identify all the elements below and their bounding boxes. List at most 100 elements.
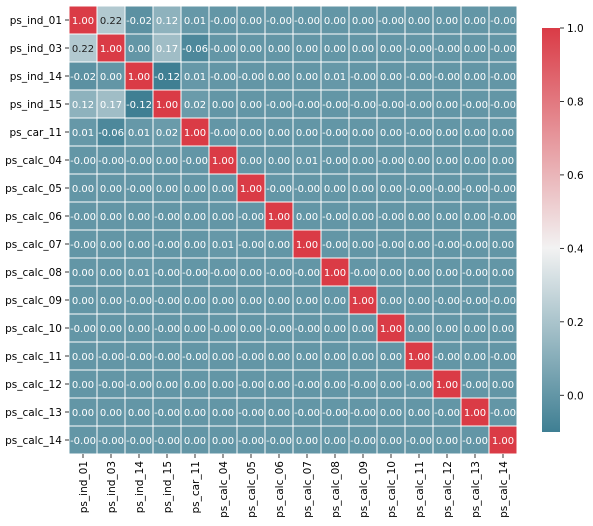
cell-value-label: 0.00 (212, 436, 234, 447)
cell-value-label: -0.00 (462, 380, 488, 391)
cell-value-label: -0.00 (350, 72, 376, 83)
cell-value-label: 0.22 (72, 44, 94, 55)
cell-value-label: 0.00 (156, 184, 178, 195)
cell-value-label: 0.00 (352, 128, 374, 139)
cell-value-label: 0.00 (100, 324, 122, 335)
y-tick-label: ps_calc_11 (5, 351, 62, 363)
cell-value-label: 0.00 (240, 44, 262, 55)
cell-value-label: 0.00 (296, 44, 318, 55)
cell-value-label: 0.00 (492, 240, 514, 251)
heatmap-cell (68, 397, 98, 427)
y-tick-label: ps_calc_04 (5, 155, 62, 167)
cell-value-label: 1.00 (268, 212, 290, 223)
x-tick-label: ps_calc_08 (330, 461, 342, 518)
cell-value-label: -0.00 (70, 240, 96, 251)
heatmap-cell (320, 61, 350, 91)
cell-value-label: -0.06 (98, 128, 124, 139)
cell-value-label: -0.00 (154, 352, 180, 363)
cell-value-label: 0.00 (436, 212, 458, 223)
heatmap-cell (68, 89, 98, 119)
y-tick-label: ps_ind_14 (10, 71, 63, 83)
cell-value-label: -0.00 (406, 72, 432, 83)
heatmap-cell (432, 61, 462, 91)
heatmap-cell (180, 341, 210, 371)
cell-value-label: 0.01 (128, 128, 150, 139)
cell-value-label: 0.00 (212, 352, 234, 363)
heatmap-cell (124, 201, 154, 231)
heatmap-cell (236, 89, 266, 119)
heatmap-cell (432, 341, 462, 371)
heatmap-cell (460, 313, 490, 343)
heatmap-cell (432, 369, 462, 399)
x-tick-label: ps_ind_01 (78, 461, 90, 513)
heatmap-cell (404, 397, 434, 427)
cell-value-label: -0.00 (70, 212, 96, 223)
x-tick-label: ps_calc_06 (274, 461, 286, 518)
cell-value-label: -0.00 (182, 156, 208, 167)
heatmap-cell (180, 313, 210, 343)
cell-value-label: 0.00 (268, 352, 290, 363)
cell-value-label: 0.00 (464, 212, 486, 223)
cell-value-label: -0.00 (70, 156, 96, 167)
cell-value-label: 0.00 (380, 128, 402, 139)
heatmap-cell (348, 425, 378, 455)
cell-value-label: -0.00 (210, 128, 236, 139)
cell-value-label: 0.00 (72, 352, 94, 363)
cell-value-label: -0.00 (238, 352, 264, 363)
heatmap-cell (124, 313, 154, 343)
x-tick-label: ps_calc_09 (358, 461, 370, 518)
y-tick-label: ps_ind_01 (10, 15, 62, 27)
heatmap-cell (488, 89, 518, 119)
cell-value-label: -0.00 (294, 380, 320, 391)
cell-value-label: 0.01 (128, 268, 150, 279)
cell-value-label: 0.12 (72, 100, 94, 111)
heatmap-cell (460, 145, 490, 175)
cell-value-label: -0.00 (434, 296, 460, 307)
heatmap-cell (180, 117, 210, 147)
cell-value-label: -0.00 (490, 296, 516, 307)
cell-value-label: -0.00 (210, 72, 236, 83)
heatmap-cell (320, 117, 350, 147)
cell-value-label: 0.00 (352, 16, 374, 27)
cell-value-label: -0.00 (294, 16, 320, 27)
cell-value-label: -0.00 (350, 100, 376, 111)
cell-value-label: -0.00 (154, 212, 180, 223)
cell-value-label: -0.00 (378, 240, 404, 251)
cell-value-label: 1.00 (492, 436, 514, 447)
heatmap-cell (488, 145, 518, 175)
cell-value-label: 0.22 (100, 16, 122, 27)
heatmap-cell (96, 397, 126, 427)
heatmap-cell (320, 5, 350, 35)
cell-value-label: -0.00 (406, 100, 432, 111)
cell-value-label: 0.00 (128, 324, 150, 335)
heatmap-cell (264, 201, 294, 231)
heatmap-cell (208, 285, 238, 315)
heatmap-cell (460, 33, 490, 63)
cell-value-label: 0.00 (296, 128, 318, 139)
colorbar-gradient (542, 28, 560, 432)
cell-value-label: -0.00 (378, 212, 404, 223)
cell-value-label: 0.00 (408, 324, 430, 335)
cell-value-label: -0.00 (126, 380, 152, 391)
cell-value-label: 0.00 (184, 212, 206, 223)
cell-value-label: -0.00 (490, 16, 516, 27)
heatmap-cell (152, 369, 182, 399)
cell-value-label: 0.00 (100, 268, 122, 279)
cell-value-label: -0.00 (266, 16, 292, 27)
colorbar-tick-label: 0.0 (567, 390, 584, 402)
heatmap-cell (488, 5, 518, 35)
cell-value-label: 0.00 (72, 268, 94, 279)
cell-value-label: -0.00 (266, 436, 292, 447)
cell-value-label: 0.00 (156, 380, 178, 391)
cell-value-label: -0.00 (434, 408, 460, 419)
cell-value-label: -0.00 (210, 16, 236, 27)
y-tick-label: ps_calc_13 (5, 407, 62, 419)
cell-value-label: 0.00 (492, 156, 514, 167)
heatmap-cell (180, 89, 210, 119)
cell-value-label: -0.00 (322, 100, 348, 111)
cell-value-label: 0.00 (212, 212, 234, 223)
heatmap-cell (96, 145, 126, 175)
cell-value-label: 0.00 (296, 72, 318, 83)
heatmap-cell (124, 33, 154, 63)
cell-value-label: -0.00 (434, 240, 460, 251)
